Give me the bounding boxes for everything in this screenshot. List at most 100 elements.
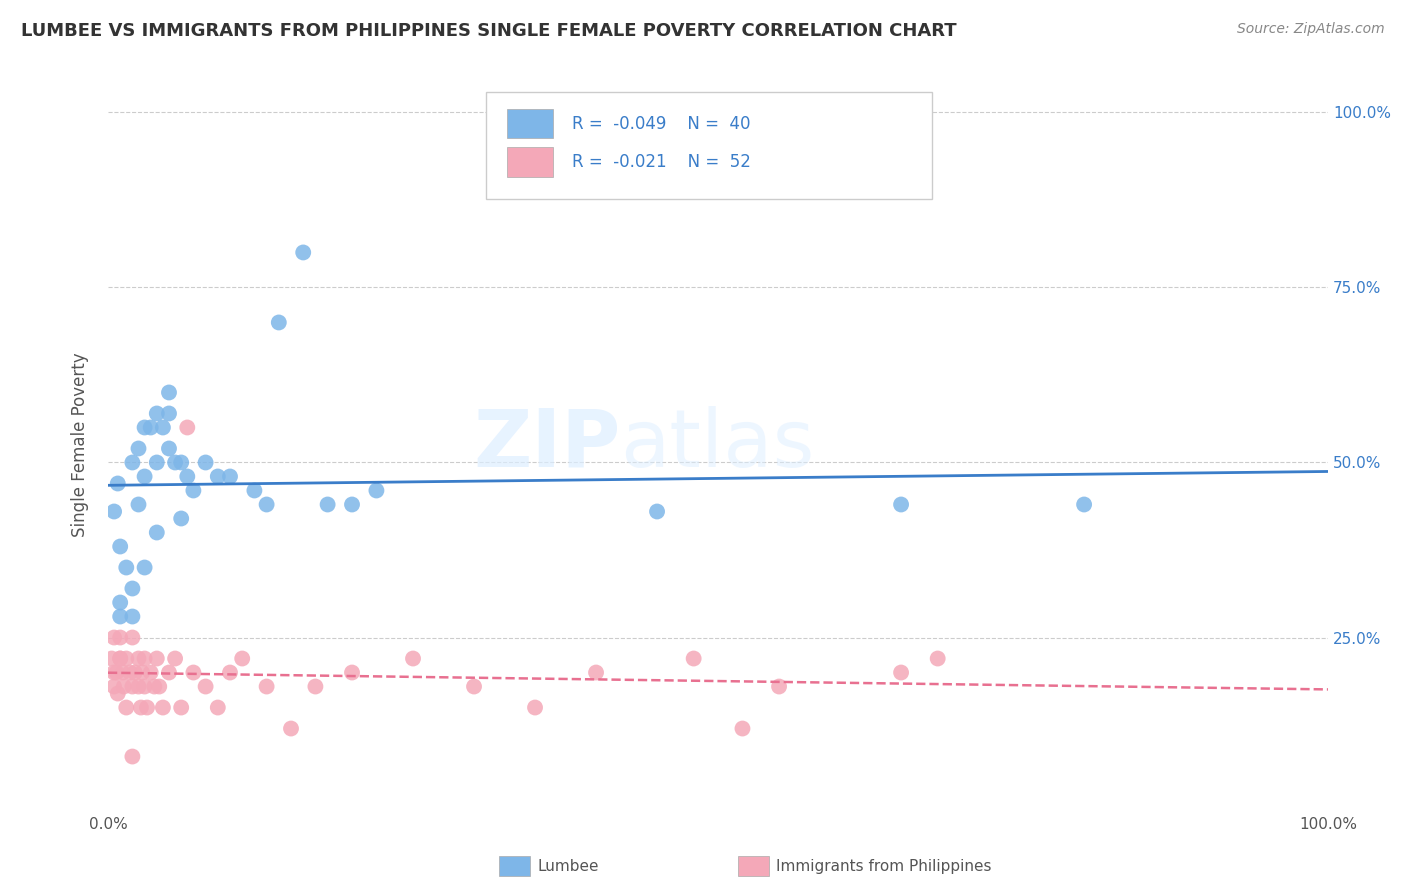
Point (219, 665, 242, 680)
Point (136, 700, 159, 714)
Point (1073, 498, 1095, 512)
Text: Source: ZipAtlas.com: Source: ZipAtlas.com (1237, 22, 1385, 37)
Point (108, 651, 131, 665)
Point (115, 651, 138, 665)
Point (157, 407, 180, 421)
Point (134, 651, 156, 665)
Point (157, 665, 180, 680)
Point (152, 420, 174, 434)
Point (129, 700, 152, 714)
Point (128, 651, 150, 665)
Point (103, 504, 125, 518)
Point (682, 651, 704, 665)
Bar (738, 856, 769, 876)
Point (103, 680, 125, 694)
Point (139, 420, 162, 434)
Text: R =  -0.049    N =  40: R = -0.049 N = 40 (572, 115, 751, 133)
Point (134, 420, 156, 434)
Point (366, 483, 388, 498)
Point (112, 680, 135, 694)
Point (111, 665, 134, 680)
Point (103, 665, 125, 680)
Bar (508, 147, 554, 177)
Point (121, 680, 143, 694)
Point (134, 469, 156, 483)
Point (115, 700, 138, 714)
Point (146, 651, 169, 665)
Point (139, 665, 162, 680)
Point (157, 442, 180, 456)
Text: Immigrants from Philippines: Immigrants from Philippines (776, 859, 991, 873)
Point (146, 525, 169, 540)
Point (176, 469, 198, 483)
Bar (499, 856, 530, 876)
Point (304, 680, 326, 694)
Point (256, 498, 278, 512)
Point (103, 631, 125, 645)
Point (524, 700, 547, 714)
Point (121, 582, 143, 596)
Point (121, 455, 143, 469)
Point (194, 455, 217, 469)
Text: Lumbee: Lumbee (537, 859, 599, 873)
Text: atlas: atlas (620, 406, 815, 484)
Point (148, 680, 170, 694)
Point (165, 651, 187, 665)
Point (183, 665, 205, 680)
Point (256, 680, 278, 694)
Point (108, 651, 131, 665)
Point (121, 631, 143, 645)
Point (128, 680, 150, 694)
Point (100, 651, 122, 665)
FancyBboxPatch shape (486, 92, 932, 199)
Point (280, 722, 302, 736)
Point (108, 631, 131, 645)
Point (108, 595, 131, 609)
Point (170, 511, 193, 525)
Point (146, 455, 169, 469)
Point (108, 540, 131, 554)
Point (731, 722, 754, 736)
Point (243, 483, 266, 498)
Point (402, 651, 425, 665)
Point (170, 700, 193, 714)
Point (121, 749, 143, 764)
Point (108, 609, 131, 624)
Point (316, 498, 339, 512)
Point (340, 498, 363, 512)
Point (128, 498, 150, 512)
Point (267, 316, 290, 330)
Point (219, 469, 242, 483)
Point (134, 680, 156, 694)
Point (207, 700, 229, 714)
Bar (508, 109, 554, 138)
Point (890, 665, 912, 680)
Point (231, 651, 253, 665)
Y-axis label: Single Female Poverty: Single Female Poverty (72, 352, 89, 537)
Point (146, 407, 169, 421)
Point (927, 651, 949, 665)
Point (118, 665, 141, 680)
Point (131, 665, 153, 680)
Point (194, 680, 217, 694)
Point (105, 665, 128, 680)
Text: ZIP: ZIP (474, 406, 620, 484)
Text: R =  -0.021    N =  52: R = -0.021 N = 52 (572, 153, 751, 171)
Point (107, 686, 129, 700)
Point (165, 455, 187, 469)
Point (157, 385, 180, 400)
Point (768, 680, 790, 694)
Point (207, 469, 229, 483)
Text: LUMBEE VS IMMIGRANTS FROM PHILIPPINES SINGLE FEMALE POVERTY CORRELATION CHART: LUMBEE VS IMMIGRANTS FROM PHILIPPINES SI… (21, 22, 956, 40)
Point (585, 665, 607, 680)
Point (176, 420, 198, 434)
Point (115, 560, 138, 574)
Point (121, 609, 143, 624)
Point (143, 680, 166, 694)
Point (463, 680, 485, 694)
Point (183, 483, 205, 498)
Point (124, 665, 146, 680)
Point (107, 476, 129, 491)
Point (340, 665, 363, 680)
Point (645, 504, 668, 518)
